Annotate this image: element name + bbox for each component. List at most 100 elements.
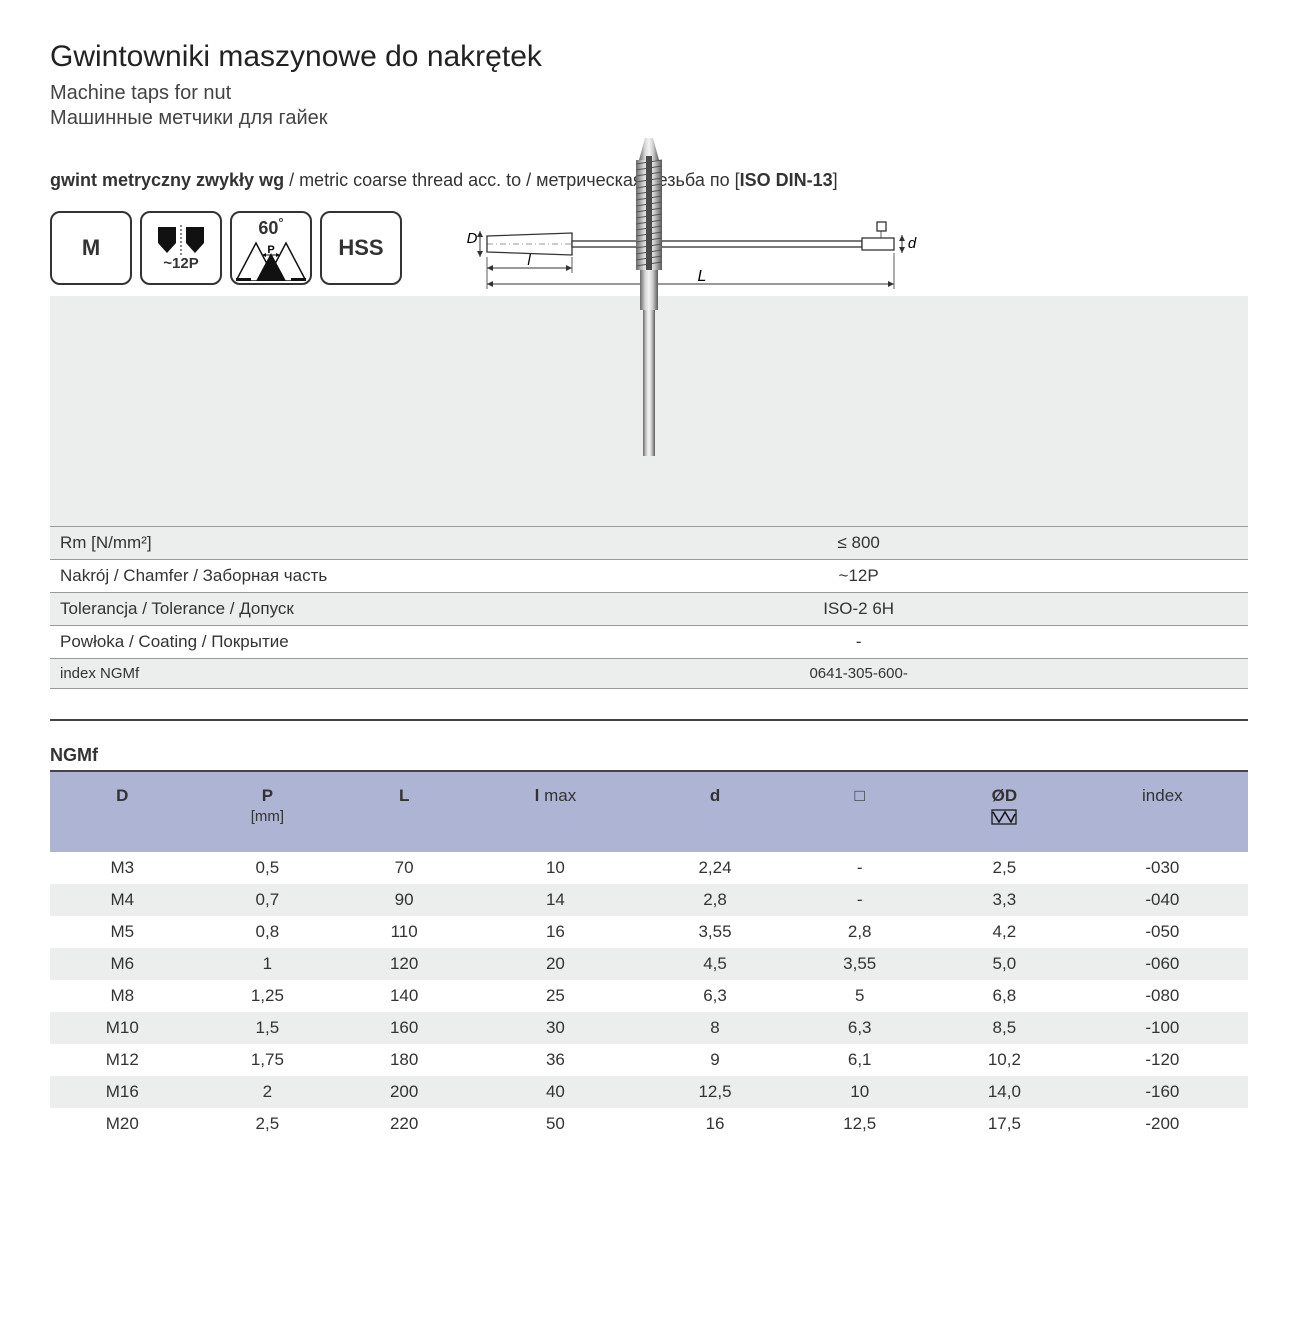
svg-text:D: D xyxy=(467,230,478,247)
table-cell: 6,3 xyxy=(787,1012,932,1044)
table-cell: M16 xyxy=(50,1076,195,1108)
table-cell: -120 xyxy=(1077,1044,1248,1076)
table-cell: 16 xyxy=(643,1108,788,1140)
spec-label: Tolerancja / Tolerance / Допуск xyxy=(50,593,469,626)
table-cell: 110 xyxy=(340,916,468,948)
table-cell: 8 xyxy=(643,1012,788,1044)
table-row: M50,8110163,552,84,2-050 xyxy=(50,916,1248,948)
table-cell: 1 xyxy=(195,948,341,980)
data-table-title: NGMf xyxy=(50,745,1248,766)
col-index: index xyxy=(1077,771,1248,852)
table-cell: 220 xyxy=(340,1108,468,1140)
table-cell: -030 xyxy=(1077,852,1248,884)
col-lmax: l max xyxy=(468,771,643,852)
col-D: D xyxy=(50,771,195,852)
col-P: P [mm] xyxy=(195,771,341,852)
table-cell: 14 xyxy=(468,884,643,916)
table-cell: 36 xyxy=(468,1044,643,1076)
table-cell: -050 xyxy=(1077,916,1248,948)
table-cell: 140 xyxy=(340,980,468,1012)
table-row: M1622004012,51014,0-160 xyxy=(50,1076,1248,1108)
table-cell: 2,8 xyxy=(787,916,932,948)
chamfer-icon xyxy=(156,225,206,255)
table-cell: 30 xyxy=(468,1012,643,1044)
table-row: M202,5220501612,517,5-200 xyxy=(50,1108,1248,1140)
spec-row: Powłoka / Coating / Покрытие- xyxy=(50,626,1248,659)
table-cell: 2 xyxy=(195,1076,341,1108)
table-cell: 5 xyxy=(787,980,932,1012)
table-cell: 70 xyxy=(340,852,468,884)
table-cell: 180 xyxy=(340,1044,468,1076)
table-cell: M3 xyxy=(50,852,195,884)
table-cell: 50 xyxy=(468,1108,643,1140)
table-cell: 2,5 xyxy=(932,852,1077,884)
svg-text:d: d xyxy=(908,235,917,252)
table-row: M81,25140256,356,8-080 xyxy=(50,980,1248,1012)
table-cell: 25 xyxy=(468,980,643,1012)
table-row: M30,570102,24-2,5-030 xyxy=(50,852,1248,884)
table-cell: -080 xyxy=(1077,980,1248,1012)
table-cell: 0,5 xyxy=(195,852,341,884)
badge-m: M xyxy=(50,211,132,285)
spec-label: index NGMf xyxy=(50,659,469,689)
table-cell: M4 xyxy=(50,884,195,916)
table-cell: 5,0 xyxy=(932,948,1077,980)
table-row: M101,51603086,38,5-100 xyxy=(50,1012,1248,1044)
table-cell: -060 xyxy=(1077,948,1248,980)
table-cell: 200 xyxy=(340,1076,468,1108)
table-cell: 10 xyxy=(787,1076,932,1108)
table-cell: 4,5 xyxy=(643,948,788,980)
table-cell: 20 xyxy=(468,948,643,980)
table-cell: 14,0 xyxy=(932,1076,1077,1108)
table-cell: M8 xyxy=(50,980,195,1012)
dimension-drawing: D d l L xyxy=(442,211,1248,306)
table-cell: 6,3 xyxy=(643,980,788,1012)
thread-angle-icon: P xyxy=(236,233,306,281)
spec-value: ISO-2 6H xyxy=(469,593,1248,626)
thread-close: ] xyxy=(833,170,838,190)
table-cell: 1,25 xyxy=(195,980,341,1012)
table-row: M40,790142,8-3,3-040 xyxy=(50,884,1248,916)
table-cell: 10 xyxy=(468,852,643,884)
col-d: d xyxy=(643,771,788,852)
table-cell: 4,2 xyxy=(932,916,1077,948)
col-square: □ xyxy=(787,771,932,852)
spec-row: Rm [N/mm²]≤ 800 xyxy=(50,527,1248,560)
table-cell: - xyxy=(787,884,932,916)
spec-value: - xyxy=(469,626,1248,659)
spec-value: ≤ 800 xyxy=(469,527,1248,560)
table-cell: 90 xyxy=(340,884,468,916)
badge-chamfer-text: ~12P xyxy=(163,255,198,272)
table-cell: 3,55 xyxy=(787,948,932,980)
table-cell: 3,3 xyxy=(932,884,1077,916)
spec-row: index NGMf0641-305-600- xyxy=(50,659,1248,689)
table-cell: 160 xyxy=(340,1012,468,1044)
col-grindD: ØD xyxy=(932,771,1077,852)
table-cell: 3,55 xyxy=(643,916,788,948)
table-cell: 16 xyxy=(468,916,643,948)
table-cell: M20 xyxy=(50,1108,195,1140)
table-cell: M12 xyxy=(50,1044,195,1076)
table-cell: 120 xyxy=(340,948,468,980)
dimensions-table: D P [mm] L l max d □ ØD index M30,570102… xyxy=(50,770,1248,1140)
svg-text:l: l xyxy=(527,252,531,269)
table-cell: 1,5 xyxy=(195,1012,341,1044)
table-cell: -200 xyxy=(1077,1108,1248,1140)
angle-deg: ° xyxy=(278,215,283,230)
table-cell: 12,5 xyxy=(787,1108,932,1140)
subtitle-ru: Машинные метчики для гайек xyxy=(50,107,1248,130)
spec-row: Nakrój / Chamfer / Заборная часть~12P xyxy=(50,560,1248,593)
table-cell: 2,5 xyxy=(195,1108,341,1140)
tap-render-icon xyxy=(619,136,679,456)
table-cell: 2,8 xyxy=(643,884,788,916)
badges-row: M ~12P 60° P xyxy=(50,211,402,285)
table-cell: - xyxy=(787,852,932,884)
table-cell: 0,7 xyxy=(195,884,341,916)
spec-row: Tolerancja / Tolerance / ДопускISO-2 6H xyxy=(50,593,1248,626)
svg-text:L: L xyxy=(698,268,707,285)
grind-dia-icon xyxy=(991,808,1017,826)
spec-label: Rm [N/mm²] xyxy=(50,527,469,560)
table-row: M121,751803696,110,2-120 xyxy=(50,1044,1248,1076)
spec-table: Rm [N/mm²]≤ 800Nakrój / Chamfer / Заборн… xyxy=(50,526,1248,689)
table-cell: M5 xyxy=(50,916,195,948)
